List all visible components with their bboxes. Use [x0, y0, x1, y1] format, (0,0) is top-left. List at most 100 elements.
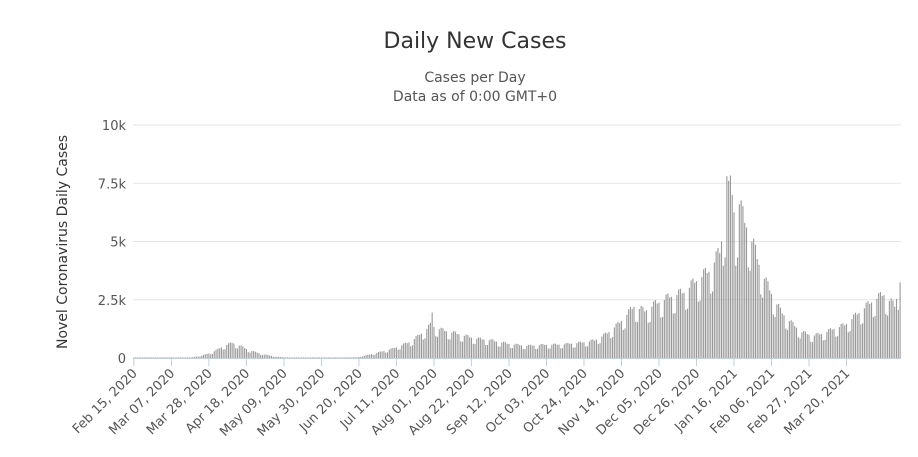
bar [260, 354, 262, 358]
bar [778, 303, 780, 358]
bar [365, 355, 367, 358]
bar [297, 357, 299, 358]
bar [394, 347, 396, 358]
bar [579, 341, 581, 358]
bar [499, 346, 501, 358]
bar [515, 343, 517, 358]
bar [795, 327, 798, 358]
bar [542, 344, 544, 358]
chart-subtitle-line-2: Data as of 0:00 GMT+0 [393, 89, 557, 105]
bar [472, 343, 474, 358]
bar [824, 339, 826, 358]
bar [313, 357, 315, 358]
bar [658, 302, 660, 358]
bar [390, 348, 392, 358]
bar [585, 346, 587, 358]
bar [760, 294, 762, 358]
bar [797, 337, 799, 358]
bar [483, 339, 485, 358]
bar [322, 357, 324, 358]
bar [563, 344, 565, 358]
bar [813, 335, 815, 358]
bar [194, 356, 196, 358]
x-tick-label: Dec 26, 2020 [631, 366, 703, 438]
bar [845, 323, 848, 358]
bar [819, 334, 821, 358]
bar [238, 345, 240, 358]
bar [742, 206, 744, 358]
bar [269, 355, 271, 358]
bar [897, 309, 899, 358]
bar [892, 300, 894, 358]
bar [217, 348, 219, 358]
bar [320, 357, 322, 358]
bar [545, 344, 548, 358]
bar [135, 357, 137, 358]
bar [820, 333, 823, 358]
bar [351, 357, 353, 358]
bar [303, 357, 305, 358]
bar [651, 306, 653, 358]
bar [183, 357, 185, 358]
bar [745, 227, 748, 358]
bar [599, 343, 601, 358]
bar [470, 337, 473, 358]
bar [247, 352, 249, 358]
bar [385, 352, 387, 358]
bar [170, 357, 172, 358]
bar [870, 302, 873, 358]
bar [219, 348, 221, 358]
bar [417, 334, 419, 358]
bar [185, 357, 187, 358]
bar [828, 329, 830, 358]
bar [494, 341, 496, 358]
bar [842, 323, 844, 358]
bar [569, 343, 571, 358]
bar [265, 354, 267, 358]
bar [762, 297, 764, 358]
bar [810, 341, 812, 358]
bar [469, 337, 471, 358]
bar [540, 344, 542, 358]
bar [708, 271, 710, 358]
bar [829, 328, 832, 358]
bar [549, 348, 551, 358]
bar-series [133, 175, 901, 359]
bar [315, 357, 317, 358]
bar [186, 357, 189, 358]
bar [176, 357, 178, 358]
bar [142, 357, 144, 358]
bar [513, 344, 515, 358]
bar [887, 315, 889, 358]
bar [408, 342, 410, 358]
bar [388, 349, 390, 358]
bar [536, 348, 539, 358]
bar [865, 302, 867, 358]
bar [133, 357, 135, 358]
bar [304, 357, 306, 358]
bar [344, 357, 346, 358]
x-tick-label: Mar 28, 2020 [144, 366, 216, 438]
bar [704, 267, 706, 358]
bar [438, 329, 440, 358]
y-tick-label: 5k [110, 236, 126, 251]
bar [177, 357, 180, 358]
bar [224, 349, 226, 358]
bar [697, 301, 699, 358]
bar [653, 301, 655, 358]
bar [590, 339, 592, 358]
bar [735, 265, 737, 358]
bar [278, 356, 280, 358]
bar [204, 354, 206, 358]
bar [340, 357, 342, 358]
bar [867, 301, 869, 358]
bar [235, 348, 237, 358]
bar [256, 352, 258, 358]
bar [169, 357, 171, 358]
bar [801, 332, 803, 358]
bar [181, 357, 183, 358]
x-tick-label: Nov 14, 2020 [556, 366, 628, 438]
bar [744, 222, 746, 358]
bar [324, 357, 326, 358]
bar [379, 351, 381, 358]
